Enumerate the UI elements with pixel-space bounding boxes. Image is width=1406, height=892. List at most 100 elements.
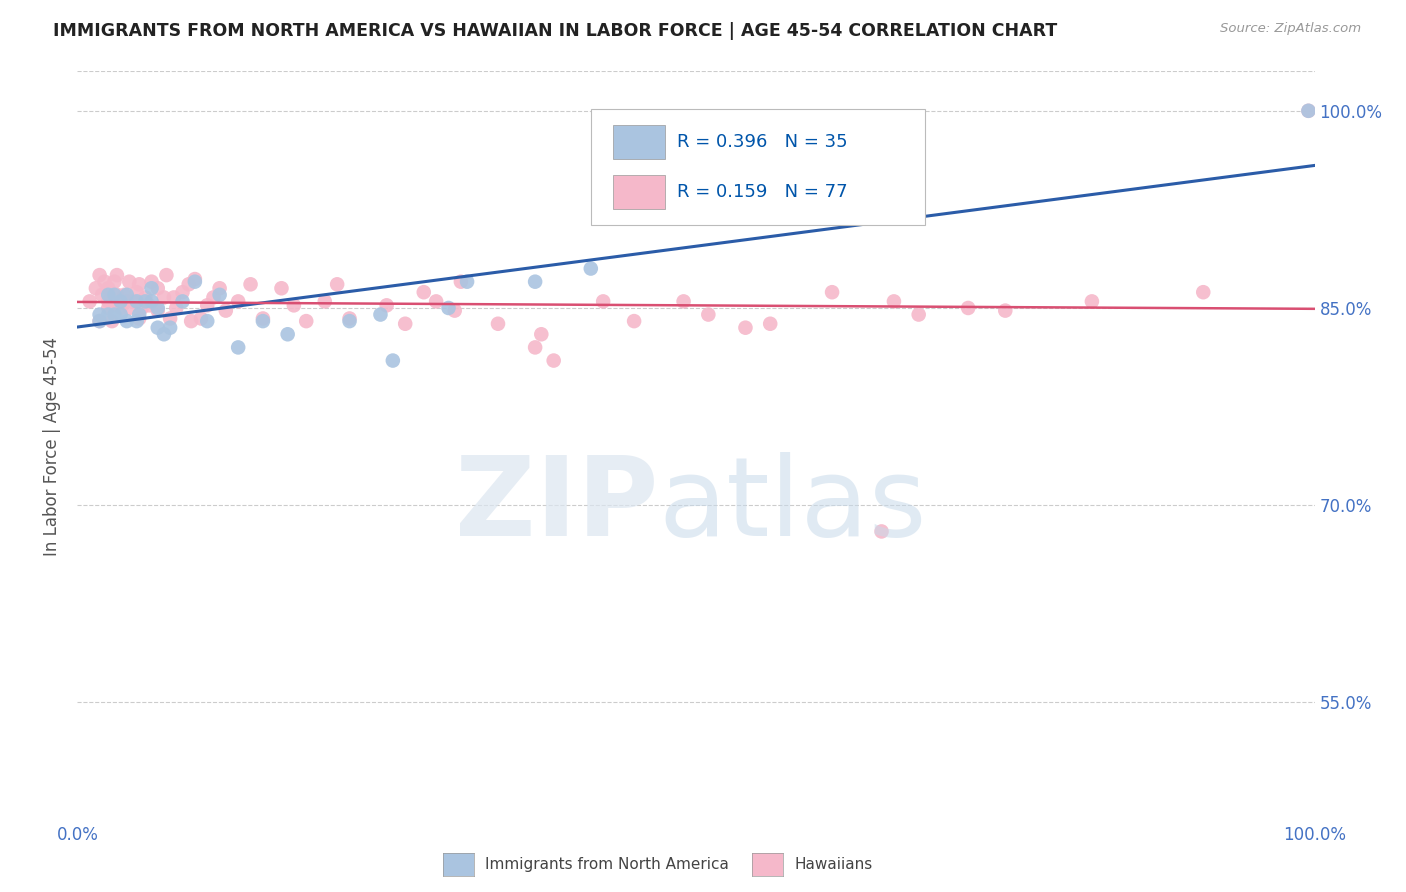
Point	[270, 281, 292, 295]
Point	[226, 294, 249, 309]
Point	[97, 308, 120, 322]
Text: R = 0.396   N = 35: R = 0.396 N = 35	[678, 133, 848, 151]
Point	[103, 294, 125, 309]
Point	[184, 275, 207, 289]
Point	[105, 288, 128, 302]
Point	[208, 288, 231, 302]
Point	[734, 320, 756, 334]
Point	[672, 294, 695, 309]
Point	[314, 294, 336, 309]
Point	[110, 308, 132, 322]
Point	[277, 327, 299, 342]
Point	[524, 275, 547, 289]
Point	[177, 277, 200, 292]
FancyBboxPatch shape	[613, 125, 665, 159]
Point	[381, 353, 404, 368]
Point	[195, 298, 218, 312]
Point	[524, 340, 547, 354]
Point	[146, 303, 169, 318]
Point	[122, 294, 145, 309]
Point	[115, 314, 138, 328]
Point	[79, 294, 101, 309]
Point	[821, 285, 844, 300]
Point	[172, 294, 194, 309]
FancyBboxPatch shape	[613, 175, 665, 210]
Point	[1298, 103, 1320, 118]
Point	[190, 311, 212, 326]
Point	[134, 290, 156, 304]
Point	[103, 308, 125, 322]
Point	[283, 298, 305, 312]
Text: Source: ZipAtlas.com: Source: ZipAtlas.com	[1220, 22, 1361, 36]
Point	[125, 285, 148, 300]
Point	[159, 320, 181, 334]
Point	[697, 308, 720, 322]
Point	[159, 311, 181, 326]
Point	[153, 290, 176, 304]
Point	[115, 294, 138, 309]
Point	[443, 303, 465, 318]
Point	[110, 294, 132, 309]
Point	[215, 303, 238, 318]
Point	[994, 303, 1017, 318]
Point	[883, 294, 905, 309]
Point	[128, 311, 150, 326]
Point	[165, 301, 187, 315]
Point	[118, 301, 141, 315]
Point	[530, 327, 553, 342]
Point	[339, 311, 361, 326]
Point	[141, 294, 163, 309]
Point	[103, 288, 125, 302]
Point	[128, 277, 150, 292]
Point	[134, 294, 156, 309]
Point	[425, 294, 447, 309]
Text: IMMIGRANTS FROM NORTH AMERICA VS HAWAIIAN IN LABOR FORCE | AGE 45-54 CORRELATION: IMMIGRANTS FROM NORTH AMERICA VS HAWAIIA…	[53, 22, 1057, 40]
Point	[89, 314, 111, 328]
Point	[163, 290, 186, 304]
Point	[110, 301, 132, 315]
Text: Hawaiians: Hawaiians	[794, 857, 873, 871]
Point	[592, 294, 614, 309]
Point	[89, 268, 111, 282]
Point	[84, 281, 107, 295]
Point	[907, 308, 929, 322]
Point	[97, 301, 120, 315]
Text: atlas: atlas	[659, 452, 928, 559]
Point	[97, 294, 120, 309]
Point	[155, 268, 177, 282]
Point	[89, 308, 111, 322]
Point	[252, 311, 274, 326]
Point	[208, 281, 231, 295]
Point	[125, 294, 148, 309]
Point	[543, 353, 565, 368]
Point	[437, 301, 460, 315]
Point	[128, 308, 150, 322]
Point	[1192, 285, 1215, 300]
Point	[295, 314, 318, 328]
Point	[456, 275, 478, 289]
Point	[579, 261, 602, 276]
Point	[202, 290, 225, 304]
Point	[339, 314, 361, 328]
Point	[103, 275, 125, 289]
Point	[118, 275, 141, 289]
Point	[101, 314, 124, 328]
Point	[105, 268, 128, 282]
Point	[623, 314, 645, 328]
Point	[180, 314, 202, 328]
Point	[239, 277, 262, 292]
Point	[184, 272, 207, 286]
Text: Immigrants from North America: Immigrants from North America	[485, 857, 728, 871]
Point	[97, 281, 120, 295]
Point	[141, 275, 163, 289]
Text: R = 0.159   N = 77: R = 0.159 N = 77	[678, 183, 848, 201]
Point	[89, 314, 111, 328]
Point	[97, 288, 120, 302]
Point	[252, 314, 274, 328]
Point	[115, 288, 138, 302]
Point	[957, 301, 980, 315]
Point	[91, 288, 114, 302]
Point	[146, 281, 169, 295]
Point	[412, 285, 434, 300]
Point	[450, 275, 472, 289]
